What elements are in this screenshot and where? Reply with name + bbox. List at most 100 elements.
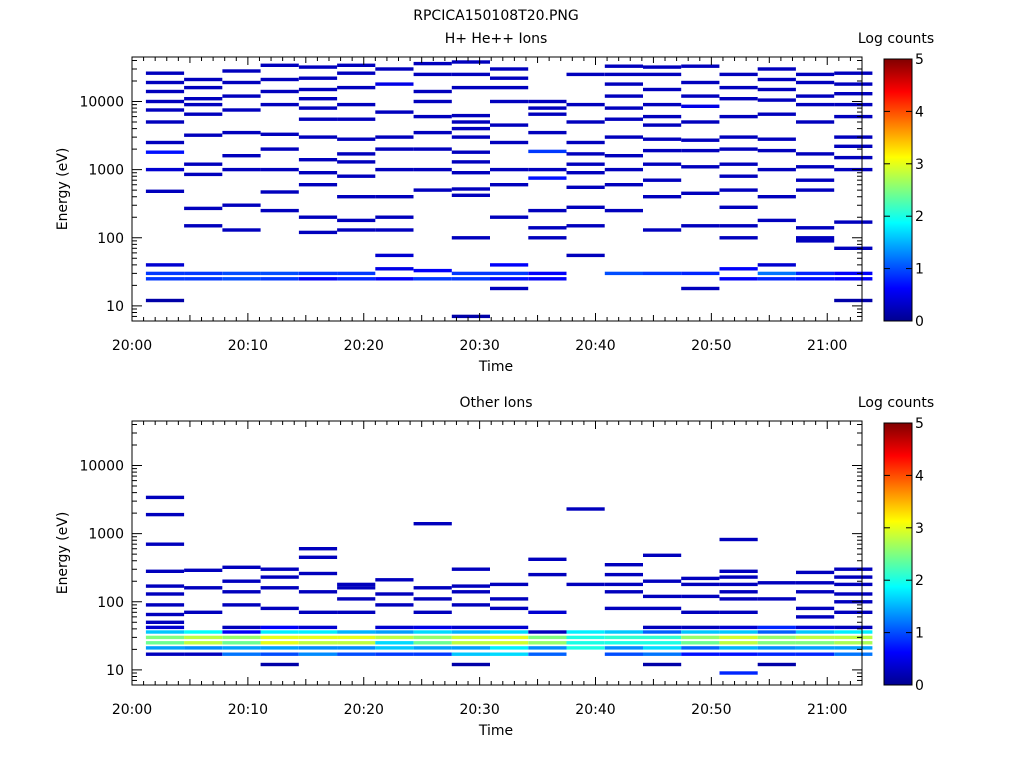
heatmap-cell	[528, 106, 567, 110]
heatmap-cell	[796, 646, 835, 650]
panel-title: Other Ions	[459, 395, 532, 411]
heatmap-cell	[490, 277, 529, 281]
heatmap-cell	[604, 183, 643, 187]
heatmap-cell	[375, 592, 414, 596]
heatmap-cell	[796, 188, 835, 192]
heatmap-cell	[451, 150, 490, 154]
heatmap-cell	[145, 263, 185, 267]
heatmap-cell	[719, 569, 758, 573]
heatmap-cell	[757, 625, 796, 630]
x-tick-label: 20:30	[459, 338, 499, 354]
heatmap-cell	[375, 625, 414, 630]
heatmap-cell	[375, 82, 414, 86]
colorbar-tick-label: 0	[915, 314, 924, 330]
heatmap-cell	[260, 606, 299, 611]
heatmap-cell	[222, 565, 261, 569]
heatmap-cell	[757, 77, 796, 82]
heatmap-cell	[719, 537, 758, 542]
heatmap-cell	[604, 94, 643, 98]
heatmap-cell	[681, 576, 720, 581]
y-axis-label: Energy (eV)	[55, 148, 71, 231]
heatmap-cell	[337, 586, 376, 590]
heatmap-cell	[184, 610, 223, 614]
heatmap-cell	[260, 630, 299, 634]
heatmap-cell	[260, 77, 299, 82]
heatmap-cell	[796, 178, 835, 182]
heatmap-cell	[184, 630, 223, 634]
heatmap-cell	[566, 152, 605, 156]
heatmap-cell	[451, 590, 490, 594]
heatmap-cell	[451, 662, 490, 667]
heatmap-cell	[643, 594, 682, 599]
heatmap-cell	[451, 277, 490, 281]
y-tick-label: 10	[106, 299, 124, 315]
heatmap-cell	[834, 135, 873, 139]
heatmap-cell	[490, 652, 529, 656]
colorbar-tick-label: 4	[915, 468, 924, 484]
heatmap-cell	[413, 625, 452, 630]
heatmap-cell	[681, 191, 720, 195]
plot-frame	[131, 420, 863, 686]
heatmap-cell	[260, 132, 299, 136]
heatmap-cell	[643, 72, 682, 77]
heatmap-cell	[490, 140, 529, 145]
heatmap-cell	[184, 646, 223, 650]
y-tick-label: 10000	[79, 459, 124, 475]
heatmap-cell	[298, 555, 338, 559]
heatmap-cell	[337, 635, 376, 640]
colorbar	[883, 422, 913, 686]
heatmap-cell	[528, 646, 567, 650]
heatmap-cell	[260, 63, 299, 67]
heatmap-cell	[451, 72, 490, 77]
y-tick-label: 1000	[88, 163, 124, 179]
heatmap-cell	[337, 102, 376, 107]
heatmap-cell	[604, 652, 643, 656]
heatmap-cell	[451, 625, 490, 630]
heatmap-cell	[834, 71, 873, 75]
heatmap-cell	[566, 253, 605, 258]
heatmap-cell	[834, 102, 873, 107]
heatmap-cell	[451, 85, 490, 90]
heatmap-cell	[413, 630, 452, 634]
heatmap-cell	[643, 579, 682, 583]
heatmap-cell	[566, 171, 605, 175]
heatmap-cell	[719, 646, 758, 650]
heatmap-cell	[796, 226, 835, 230]
heatmap-cell	[566, 120, 605, 124]
heatmap-cell	[375, 167, 414, 172]
heatmap-cell	[681, 582, 720, 587]
heatmap-cell	[298, 646, 338, 650]
heatmap-cell	[566, 102, 605, 107]
heatmap-cell	[604, 641, 643, 645]
heatmap-cell	[260, 190, 299, 194]
heatmap-cell	[222, 69, 261, 73]
heatmap-cell	[490, 635, 529, 640]
heatmap-cell	[681, 646, 720, 650]
heatmap-cell	[375, 652, 414, 656]
heatmap-cell	[222, 646, 261, 650]
heatmap-cell	[337, 174, 376, 178]
heatmap-cell	[834, 271, 873, 276]
x-axis-label: Time	[478, 359, 513, 375]
heatmap-cell	[796, 606, 835, 611]
heatmap-cell	[222, 271, 261, 276]
heatmap-cell	[834, 641, 873, 645]
heatmap-cell	[298, 547, 338, 551]
heatmap-cell	[145, 71, 185, 75]
heatmap-cell	[222, 94, 261, 98]
heatmap-cell	[757, 597, 796, 601]
x-tick-label: 20:50	[691, 702, 731, 718]
heatmap-cell	[681, 224, 720, 228]
heatmap-cell	[566, 641, 605, 645]
heatmap-cell	[184, 97, 223, 101]
colorbar-tick-label: 5	[915, 52, 924, 68]
y-tick-label: 100	[97, 595, 124, 611]
colorbar	[883, 58, 913, 322]
heatmap-cell	[337, 152, 376, 156]
heatmap-cell	[719, 205, 758, 209]
colorbar-tick-label: 2	[915, 573, 924, 589]
heatmap-cell	[566, 635, 605, 640]
y-tick-label: 10	[106, 663, 124, 679]
heatmap-cell	[528, 572, 567, 577]
